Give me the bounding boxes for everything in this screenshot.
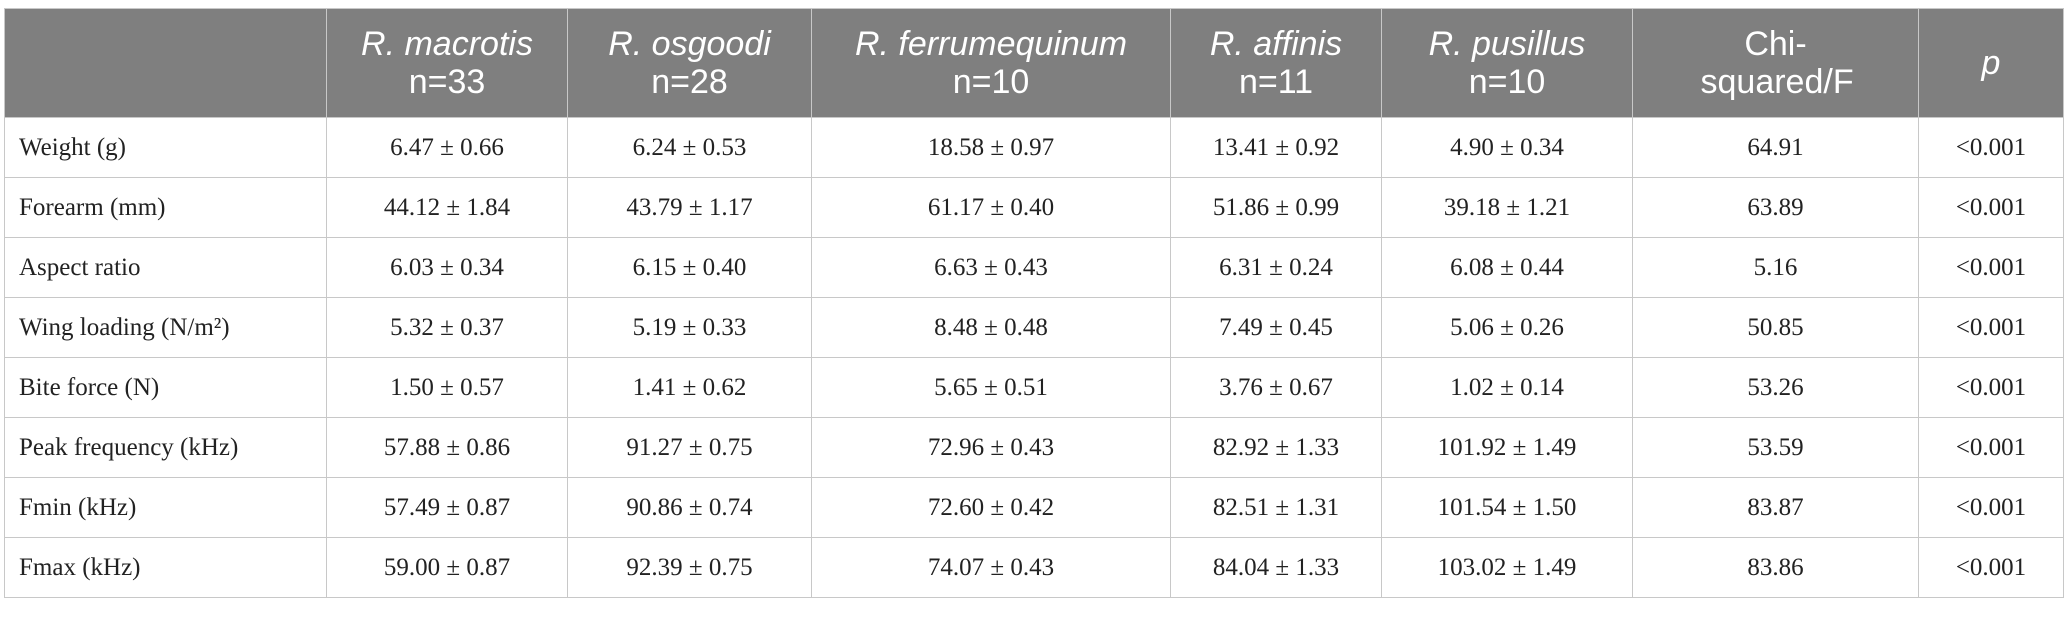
table-cell: 4.90 ± 0.34 <box>1381 117 1633 178</box>
table-cell: 5.16 <box>1632 237 1919 298</box>
table-cell: 13.41 ± 0.92 <box>1170 117 1382 178</box>
table-cell: 103.02 ± 1.49 <box>1381 537 1633 598</box>
header-row: R. macrotis n=33 R. osgoodi n=28 R. ferrumeq… <box>4 8 2064 118</box>
header-text: R. affinis <box>1209 25 1343 63</box>
table-cell: 64.91 <box>1632 117 1919 178</box>
header-text: R. ferrumequinum <box>854 25 1128 63</box>
table-cell: <0.001 <box>1918 117 2064 178</box>
table-cell: 57.88 ± 0.86 <box>326 417 568 478</box>
table-cell: <0.001 <box>1918 177 2064 238</box>
header-cell: R. affinis n=11 <box>1170 8 1382 118</box>
table-cell: 1.41 ± 0.62 <box>567 357 812 418</box>
header-text: R. pusillus <box>1428 25 1586 63</box>
table-row: Fmin (kHz) 57.49 ± 0.87 90.86 ± 0.74 72.60 … <box>4 477 2064 538</box>
header-cell: p <box>1918 8 2064 118</box>
table-cell: <0.001 <box>1918 477 2064 538</box>
row-label: Wing loading (N/m²) <box>4 297 327 358</box>
table-row: Weight (g) 6.47 ± 0.66 6.24 ± 0.53 18.58 ± … <box>4 117 2064 178</box>
table-cell: 18.58 ± 0.97 <box>811 117 1171 178</box>
table-row: Forearm (mm) 44.12 ± 1.84 43.79 ± 1.17 61.1… <box>4 177 2064 238</box>
table-cell: 6.63 ± 0.43 <box>811 237 1171 298</box>
table-cell: 82.51 ± 1.31 <box>1170 477 1382 538</box>
table-cell: 5.06 ± 0.26 <box>1381 297 1633 358</box>
row-label: Bite force (N) <box>4 357 327 418</box>
row-label: Aspect ratio <box>4 237 327 298</box>
header-text: p <box>1981 44 2001 82</box>
table-cell: 1.50 ± 0.57 <box>326 357 568 418</box>
table-body: Weight (g) 6.47 ± 0.66 6.24 ± 0.53 18.58 ± … <box>4 117 2064 598</box>
table-cell: 61.17 ± 0.40 <box>811 177 1171 238</box>
table-cell: 53.26 <box>1632 357 1919 418</box>
table-row: Aspect ratio 6.03 ± 0.34 6.15 ± 0.40 6.63 ±… <box>4 237 2064 298</box>
row-label: Forearm (mm) <box>4 177 327 238</box>
table-cell: <0.001 <box>1918 237 2064 298</box>
header-cell: R. ferrumequinum n=10 <box>811 8 1171 118</box>
header-text: n=10 <box>952 63 1030 101</box>
row-label: Weight (g) <box>4 117 327 178</box>
table-cell: 5.32 ± 0.37 <box>326 297 568 358</box>
table-cell: 83.86 <box>1632 537 1919 598</box>
table-cell: 8.48 ± 0.48 <box>811 297 1171 358</box>
table-cell: 6.15 ± 0.40 <box>567 237 812 298</box>
table-cell: 57.49 ± 0.87 <box>326 477 568 538</box>
table-cell: 101.92 ± 1.49 <box>1381 417 1633 478</box>
table-cell: 63.89 <box>1632 177 1919 238</box>
table-cell: 1.02 ± 0.14 <box>1381 357 1633 418</box>
table-cell: 92.39 ± 0.75 <box>567 537 812 598</box>
table-cell: 39.18 ± 1.21 <box>1381 177 1633 238</box>
table-cell: <0.001 <box>1918 537 2064 598</box>
row-label: Fmax (kHz) <box>4 537 327 598</box>
table-cell: <0.001 <box>1918 357 2064 418</box>
table-cell: 72.96 ± 0.43 <box>811 417 1171 478</box>
header-text: n=11 <box>1238 63 1314 101</box>
table-cell: 3.76 ± 0.67 <box>1170 357 1382 418</box>
header-cell: R. osgoodi n=28 <box>567 8 812 118</box>
table-row: Wing loading (N/m²) 5.32 ± 0.37 5.19 ± 0.3… <box>4 297 2064 358</box>
table-cell: 53.59 <box>1632 417 1919 478</box>
table-cell: 44.12 ± 1.84 <box>326 177 568 238</box>
table-cell: 72.60 ± 0.42 <box>811 477 1171 538</box>
row-label: Fmin (kHz) <box>4 477 327 538</box>
data-table: R. macrotis n=33 R. osgoodi n=28 R. ferrumeq… <box>4 8 2064 598</box>
table-cell: 59.00 ± 0.87 <box>326 537 568 598</box>
table-cell: 6.08 ± 0.44 <box>1381 237 1633 298</box>
table-cell: 82.92 ± 1.33 <box>1170 417 1382 478</box>
header-cell: Chi-squared/F <box>1632 8 1919 118</box>
table-cell: 90.86 ± 0.74 <box>567 477 812 538</box>
header-cell: R. pusillus n=10 <box>1381 8 1633 118</box>
header-text: Chi-squared/F <box>1700 25 1854 101</box>
table-cell: 5.19 ± 0.33 <box>567 297 812 358</box>
table-cell: <0.001 <box>1918 417 2064 478</box>
table-cell: 6.31 ± 0.24 <box>1170 237 1382 298</box>
header-text: n=33 <box>408 63 486 101</box>
table-cell: 83.87 <box>1632 477 1919 538</box>
table-cell: 6.24 ± 0.53 <box>567 117 812 178</box>
table-cell: 5.65 ± 0.51 <box>811 357 1171 418</box>
table-cell: 51.86 ± 0.99 <box>1170 177 1382 238</box>
table-cell: 7.49 ± 0.45 <box>1170 297 1382 358</box>
header-text: R. macrotis <box>361 25 533 63</box>
table-cell: <0.001 <box>1918 297 2064 358</box>
table-cell: 6.03 ± 0.34 <box>326 237 568 298</box>
row-label: Peak frequency (kHz) <box>4 417 327 478</box>
header-cell: R. macrotis n=33 <box>326 8 568 118</box>
table-cell: 43.79 ± 1.17 <box>567 177 812 238</box>
table-row: Bite force (N) 1.50 ± 0.57 1.41 ± 0.62 5.65… <box>4 357 2064 418</box>
table-cell: 84.04 ± 1.33 <box>1170 537 1382 598</box>
table-row: Fmax (kHz) 59.00 ± 0.87 92.39 ± 0.75 74.07 … <box>4 537 2064 598</box>
corner-cell <box>4 8 327 118</box>
table-row: Peak frequency (kHz) 57.88 ± 0.86 91.27 ± … <box>4 417 2064 478</box>
header-text: n=10 <box>1468 63 1546 101</box>
table-cell: 74.07 ± 0.43 <box>811 537 1171 598</box>
table-cell: 91.27 ± 0.75 <box>567 417 812 478</box>
table-cell: 101.54 ± 1.50 <box>1381 477 1633 538</box>
header-text: R. osgoodi <box>608 25 771 63</box>
header-text: n=28 <box>651 63 728 101</box>
table-cell: 50.85 <box>1632 297 1919 358</box>
table-cell: 6.47 ± 0.66 <box>326 117 568 178</box>
